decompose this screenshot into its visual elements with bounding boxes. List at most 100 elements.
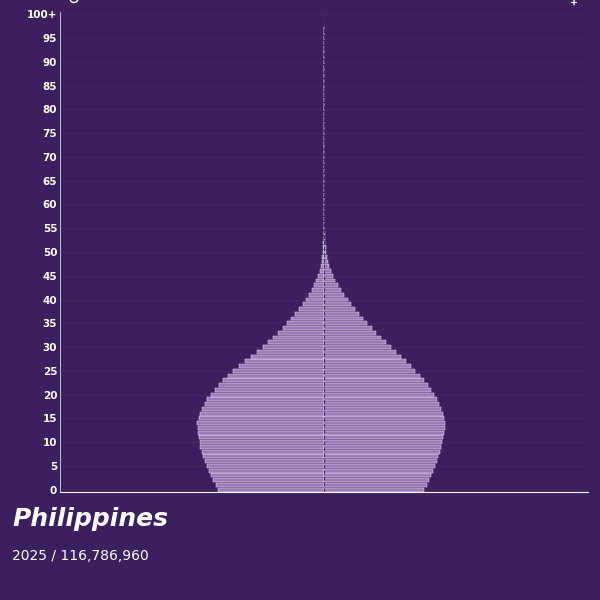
Bar [324,445,441,449]
Text: Philippines: Philippines [12,507,168,531]
Bar [218,488,324,491]
Bar [324,359,406,363]
Bar [314,283,324,287]
Bar [199,436,324,439]
Bar [324,416,445,420]
Bar [205,459,324,463]
Bar [211,473,324,478]
Bar [199,416,324,420]
Bar [295,312,324,316]
Bar [287,322,324,325]
Bar [324,379,424,382]
Bar [324,340,386,344]
Bar [306,298,324,301]
Bar [200,412,324,416]
Bar [208,397,324,401]
Bar [316,278,324,283]
Bar [283,326,324,330]
Bar [278,331,324,335]
Bar [324,245,326,249]
Bar [324,241,325,244]
Bar [324,331,376,335]
Bar [324,236,325,239]
Bar [324,483,427,487]
Bar [324,345,391,349]
Bar [219,383,324,387]
Bar [324,397,437,401]
Bar [324,269,331,273]
Bar [324,392,434,397]
Bar [263,345,324,349]
Bar [324,364,411,368]
Bar [215,388,324,392]
Bar [200,445,324,449]
Text: ♀: ♀ [568,0,580,7]
Bar [324,250,326,254]
Bar [324,407,441,411]
Bar [324,350,395,354]
Bar [200,440,324,444]
Bar [324,278,335,283]
Bar [321,265,324,268]
Bar [233,369,324,373]
Bar [324,473,431,478]
Bar [211,392,324,397]
Bar [324,454,439,458]
Bar [202,449,324,454]
Bar [324,326,372,330]
Bar [251,355,324,359]
Text: 2025 / 116,786,960: 2025 / 116,786,960 [12,549,149,563]
Text: ♂: ♂ [68,0,83,7]
Bar [197,426,324,430]
Bar [324,369,415,373]
Bar [324,322,367,325]
Bar [324,312,359,316]
Bar [324,421,445,425]
Bar [324,274,333,278]
Bar [324,488,424,491]
Bar [324,469,433,473]
Bar [215,483,324,487]
Bar [273,335,324,340]
Bar [324,307,355,311]
Bar [324,335,381,340]
Bar [299,307,324,311]
Bar [324,355,401,359]
Bar [324,288,341,292]
Bar [324,383,428,387]
Bar [302,302,324,306]
Bar [323,250,324,254]
Bar [324,255,327,259]
Bar [324,265,329,268]
Bar [324,436,443,439]
Bar [312,288,324,292]
Bar [324,283,338,287]
Bar [324,426,445,430]
Bar [213,478,324,482]
Bar [318,274,324,278]
Bar [324,317,363,320]
Bar [322,255,324,259]
Bar [239,364,324,368]
Bar [203,454,324,458]
Bar [324,374,420,377]
Bar [207,464,324,468]
Bar [324,464,435,468]
Bar [245,359,324,363]
Bar [324,478,429,482]
Bar [223,379,324,382]
Bar [324,459,437,463]
Bar [309,293,324,297]
Bar [324,298,347,301]
Bar [197,421,324,425]
Bar [257,350,324,354]
Bar [292,317,324,320]
Bar [324,402,439,406]
Bar [324,293,344,297]
Bar [323,245,324,249]
Bar [324,440,442,444]
Bar [324,449,440,454]
Bar [324,431,444,434]
Bar [324,412,443,416]
Bar [202,407,324,411]
